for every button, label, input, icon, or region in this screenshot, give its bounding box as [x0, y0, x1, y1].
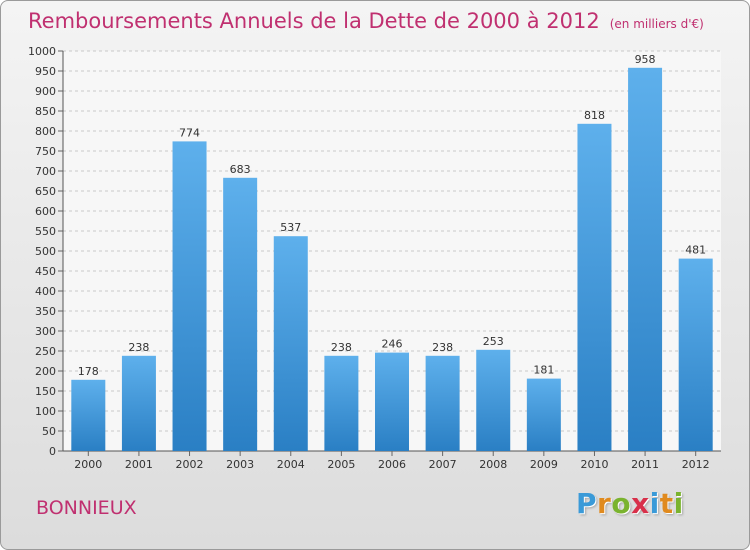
- logo-letter: P: [576, 487, 598, 520]
- bar: [526, 378, 561, 451]
- x-tick-label: 2009: [530, 458, 558, 471]
- x-tick-label: 2006: [378, 458, 406, 471]
- y-tick-label: 0: [49, 445, 56, 458]
- bar: [425, 355, 460, 451]
- data-label: 238: [331, 341, 352, 354]
- bar: [324, 355, 359, 451]
- logo-letter: o: [611, 487, 632, 520]
- y-tick-label: 800: [35, 125, 56, 138]
- y-tick-label: 150: [35, 385, 56, 398]
- y-tick-label: 700: [35, 165, 56, 178]
- x-tick-label: 2001: [125, 458, 153, 471]
- bar: [678, 258, 713, 451]
- y-tick-label: 500: [35, 245, 56, 258]
- data-label: 683: [230, 163, 251, 176]
- x-tick-label: 2004: [277, 458, 305, 471]
- commune-name: BONNIEUX: [36, 497, 137, 519]
- bar: [121, 355, 156, 451]
- logo-letter: i: [673, 487, 684, 520]
- proxiti-logo: Proxiti: [576, 487, 684, 520]
- data-label: 537: [280, 221, 301, 234]
- y-tick-label: 600: [35, 205, 56, 218]
- y-tick-label: 850: [35, 105, 56, 118]
- y-tick-label: 450: [35, 265, 56, 278]
- y-tick-label: 950: [35, 65, 56, 78]
- bar: [476, 349, 511, 451]
- logo-letter: i: [649, 487, 660, 520]
- y-tick-label: 650: [35, 185, 56, 198]
- x-tick-label: 2008: [479, 458, 507, 471]
- y-tick-label: 1000: [28, 45, 56, 58]
- data-label: 958: [635, 53, 656, 66]
- bar: [172, 141, 207, 451]
- y-tick-label: 300: [35, 325, 56, 338]
- data-label: 178: [78, 365, 99, 378]
- y-tick-label: 200: [35, 365, 56, 378]
- x-tick-label: 2011: [631, 458, 659, 471]
- data-label: 481: [685, 244, 706, 257]
- chart-title: Remboursements Annuels de la Dette de 20…: [28, 9, 704, 33]
- x-tick-label: 2010: [580, 458, 608, 471]
- y-tick-label: 550: [35, 225, 56, 238]
- x-tick-label: 2002: [176, 458, 204, 471]
- data-label: 818: [584, 109, 605, 122]
- x-tick-label: 2012: [682, 458, 710, 471]
- y-tick-label: 750: [35, 145, 56, 158]
- x-tick-label: 2005: [327, 458, 355, 471]
- data-label: 253: [483, 335, 504, 348]
- bar: [577, 123, 612, 452]
- x-tick-label: 2007: [429, 458, 457, 471]
- y-tick-label: 100: [35, 405, 56, 418]
- bar: [628, 67, 663, 452]
- data-label: 181: [533, 364, 554, 377]
- data-label: 774: [179, 126, 200, 139]
- data-label: 238: [128, 341, 149, 354]
- bar: [375, 352, 409, 451]
- y-tick-label: 250: [35, 345, 56, 358]
- y-tick-label: 350: [35, 305, 56, 318]
- bar: [71, 379, 106, 451]
- logo-letter: r: [597, 487, 612, 520]
- logo-letter: t: [659, 487, 674, 520]
- logo-letter: x: [631, 487, 650, 520]
- chart-title-text: Remboursements Annuels de la Dette de 20…: [28, 9, 600, 33]
- chart-unit: (en milliers d'€): [609, 17, 704, 31]
- x-tick-label: 2000: [74, 458, 102, 471]
- y-tick-label: 400: [35, 285, 56, 298]
- y-tick-label: 900: [35, 85, 56, 98]
- data-label: 246: [382, 338, 403, 351]
- x-tick-label: 2003: [226, 458, 254, 471]
- y-tick-label: 50: [42, 425, 56, 438]
- bar: [273, 236, 308, 451]
- data-label: 238: [432, 341, 453, 354]
- bar: [223, 177, 258, 452]
